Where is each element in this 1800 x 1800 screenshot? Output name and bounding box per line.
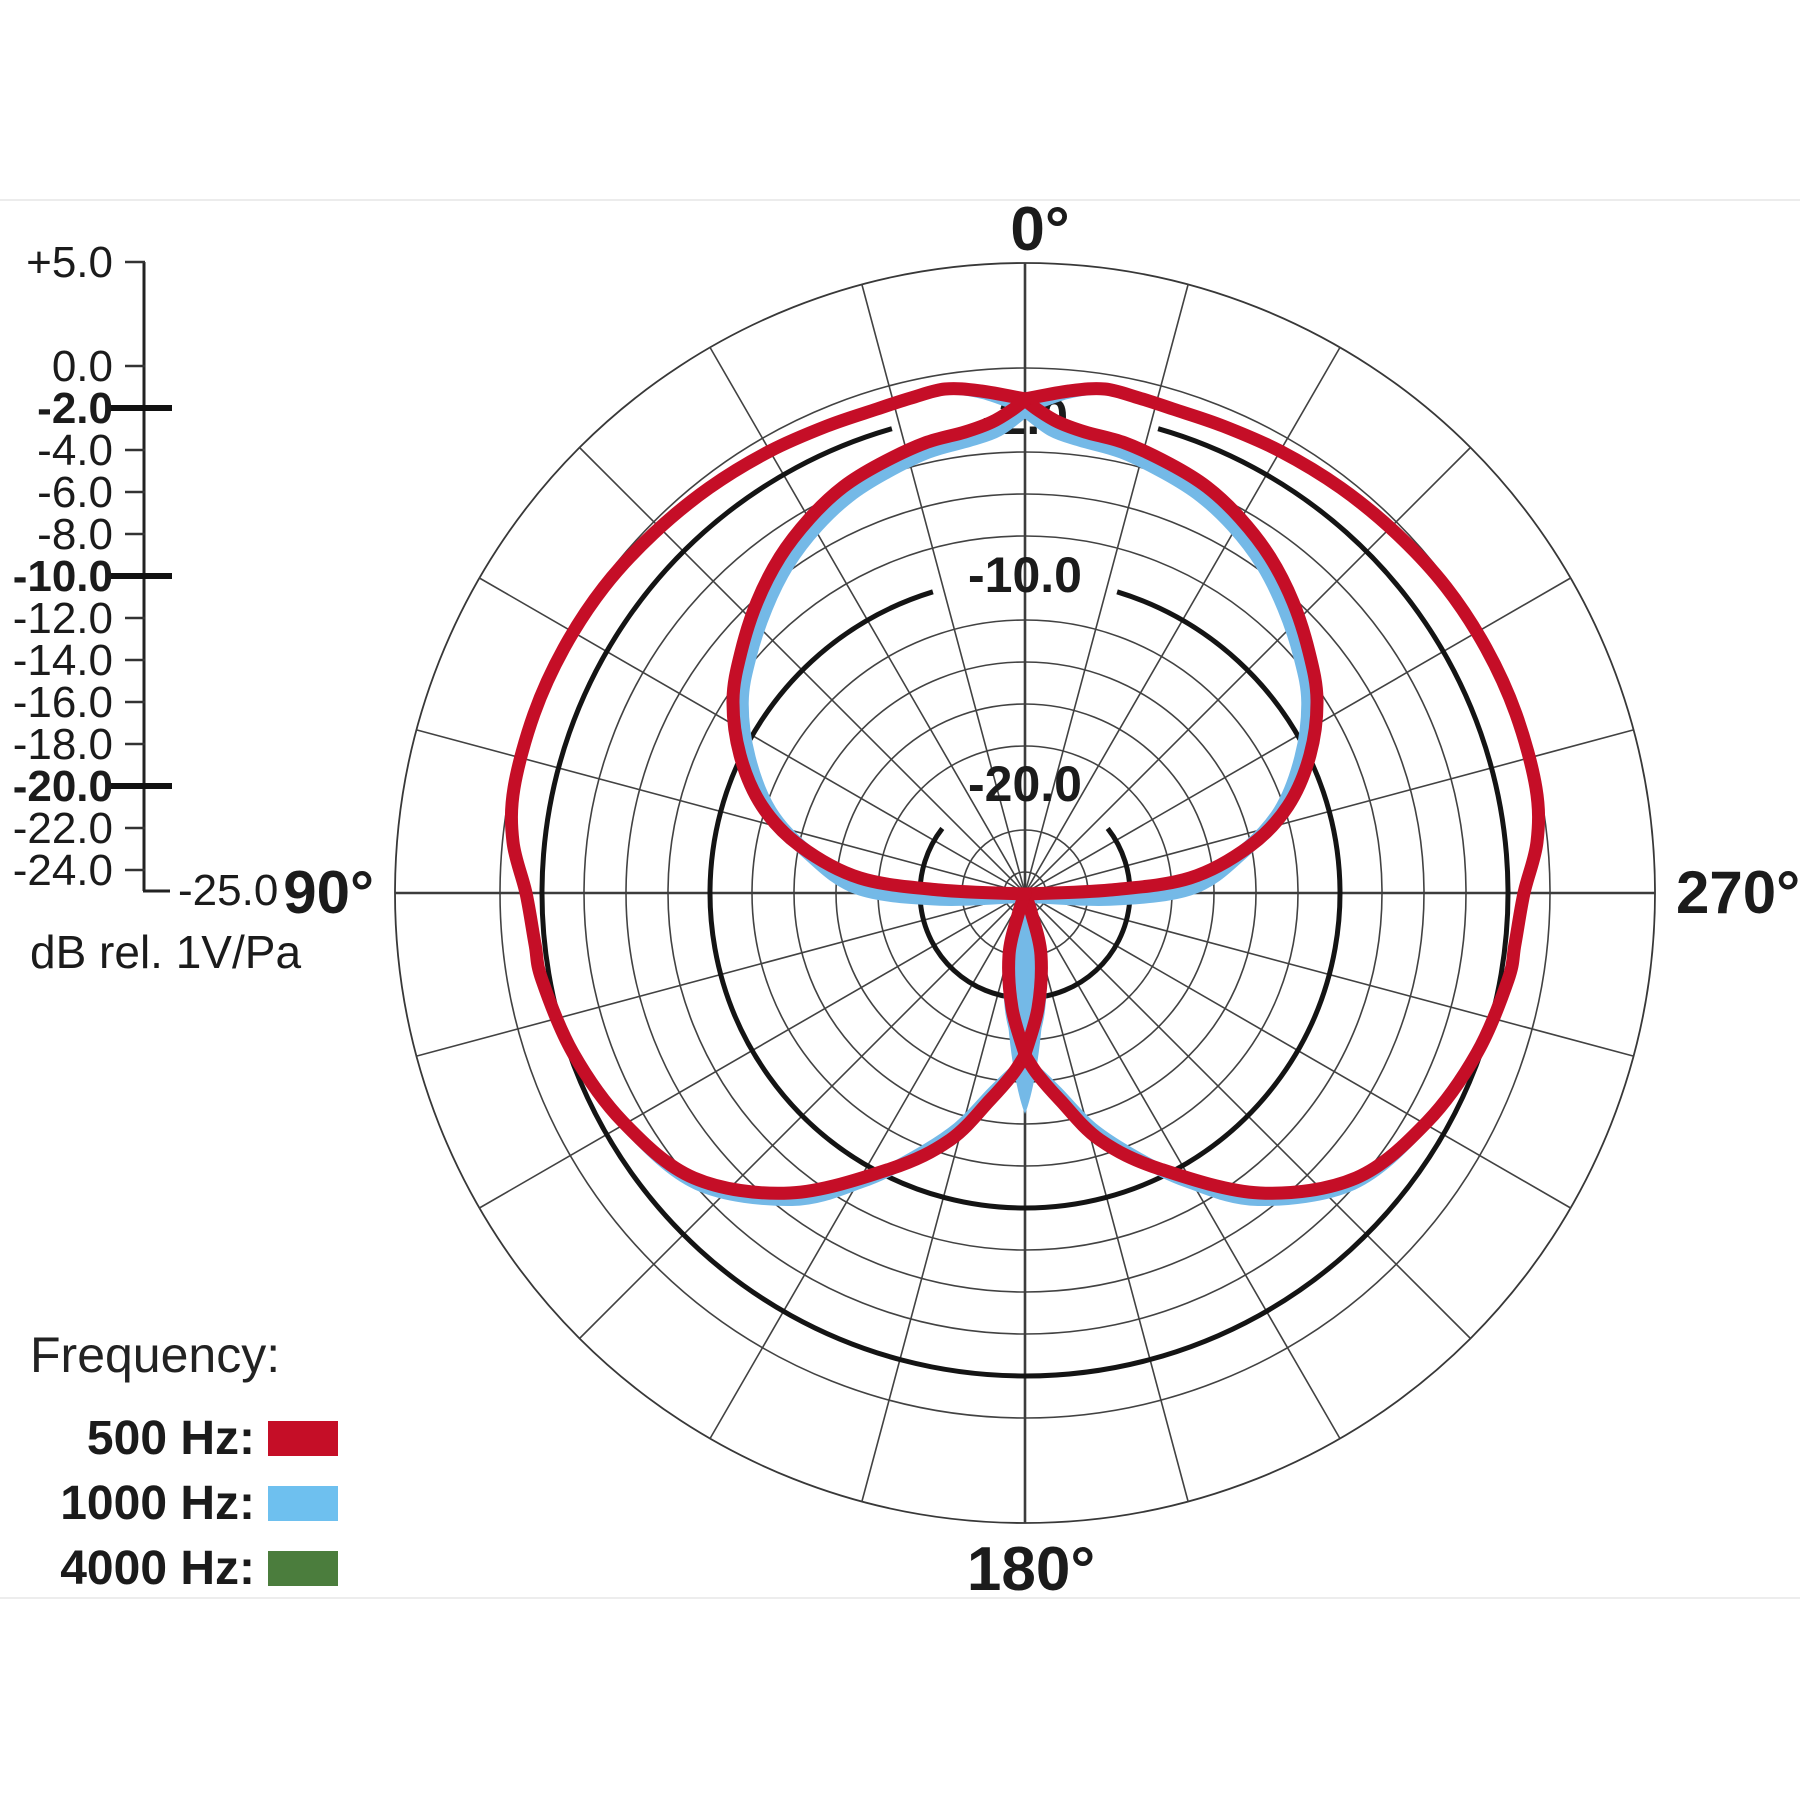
svg-text:0.0: 0.0 [52,342,113,391]
svg-text:-12.0: -12.0 [13,594,113,643]
svg-text:-18.0: -18.0 [13,720,113,769]
svg-text:-8.0: -8.0 [37,510,113,559]
svg-text:-24.0: -24.0 [13,846,113,895]
svg-text:-22.0: -22.0 [13,804,113,853]
svg-text:-10.0: -10.0 [968,547,1082,603]
svg-text:-10.0: -10.0 [13,552,113,601]
svg-text:dB rel. 1V/Pa: dB rel. 1V/Pa [30,926,301,978]
svg-text:-6.0: -6.0 [37,468,113,517]
svg-text:0°: 0° [1010,195,1069,264]
svg-text:90°: 90° [283,859,374,926]
svg-text:500 Hz:: 500 Hz: [87,1412,255,1465]
svg-text:4000 Hz:: 4000 Hz: [60,1542,255,1595]
svg-text:-20.0: -20.0 [968,756,1082,812]
svg-text:+5.0: +5.0 [26,238,113,287]
svg-text:-2.0: -2.0 [37,384,113,433]
svg-text:-25.0: -25.0 [178,866,278,915]
svg-text:270°: 270° [1676,859,1800,926]
svg-text:-4.0: -4.0 [37,426,113,475]
svg-text:1000 Hz:: 1000 Hz: [60,1477,255,1530]
svg-text:-20.0: -20.0 [13,762,113,811]
svg-text:180°: 180° [967,1535,1095,1604]
svg-text:Frequency:: Frequency: [30,1327,280,1383]
svg-text:-16.0: -16.0 [13,678,113,727]
svg-text:-14.0: -14.0 [13,636,113,685]
